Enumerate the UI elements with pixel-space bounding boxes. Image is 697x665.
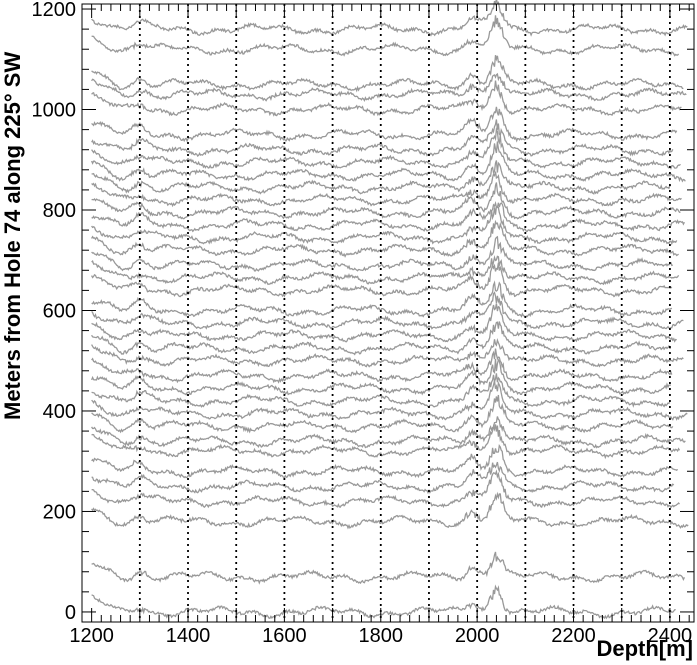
x-tick-group: 1200 1400 1600 1800 2000 2200 2400 xyxy=(69,4,692,647)
trace-line xyxy=(91,205,678,246)
x-tick-label: 2000 xyxy=(455,625,500,647)
trace-line xyxy=(91,80,682,117)
x-tick-label: 1600 xyxy=(262,625,307,647)
y-tick-label: 400 xyxy=(43,401,76,423)
trace-line xyxy=(91,141,686,183)
x-tick-label: 1200 xyxy=(69,625,114,647)
trace-line xyxy=(91,416,686,449)
dotted-line-group xyxy=(138,4,671,622)
trace-line xyxy=(91,424,681,460)
trace-line xyxy=(91,219,680,258)
trace-line xyxy=(91,0,688,37)
y-tick-label: 200 xyxy=(43,501,76,523)
y-tick-label: 1200 xyxy=(32,0,77,21)
trace-line xyxy=(91,444,679,479)
trace-line xyxy=(91,551,685,585)
trace-line xyxy=(91,119,674,157)
trace-line xyxy=(91,201,685,233)
trace-line xyxy=(91,337,684,368)
trace-line xyxy=(91,291,684,330)
trace-line xyxy=(91,127,681,170)
trace-line xyxy=(91,182,681,220)
trace-line xyxy=(91,280,673,318)
x-axis-title: Depth[m] xyxy=(596,636,693,661)
y-tick-label: 0 xyxy=(65,602,76,624)
trace-line xyxy=(91,469,680,509)
trace-group xyxy=(90,0,689,620)
y-tick-label: 600 xyxy=(43,300,76,322)
x-tick-label: 2200 xyxy=(551,625,596,647)
y-tick-label: 800 xyxy=(43,200,76,222)
trace-line xyxy=(91,55,684,93)
trace-line xyxy=(91,160,672,195)
trace-line xyxy=(91,15,680,57)
trace-line xyxy=(91,72,687,103)
trace-line xyxy=(91,491,689,530)
trace-line xyxy=(91,254,680,286)
x-tick-label: 1400 xyxy=(166,625,211,647)
trace-line xyxy=(91,106,678,143)
trace-line xyxy=(91,584,676,620)
x-tick-label: 2400 xyxy=(648,625,693,647)
y-tick-label: 1000 xyxy=(32,100,77,122)
trace-line xyxy=(91,235,674,272)
y-tick-group: 0 200 400 600 800 1000 1200 xyxy=(32,0,694,624)
trace-line xyxy=(91,171,682,208)
y-axis-title: Meters from Hole 74 along 225° SW xyxy=(0,52,25,420)
x-tick-label: 1800 xyxy=(359,625,404,647)
plot-frame xyxy=(81,3,695,623)
trace-line xyxy=(91,303,677,343)
trace-line xyxy=(91,380,688,421)
trace-line xyxy=(91,461,675,495)
